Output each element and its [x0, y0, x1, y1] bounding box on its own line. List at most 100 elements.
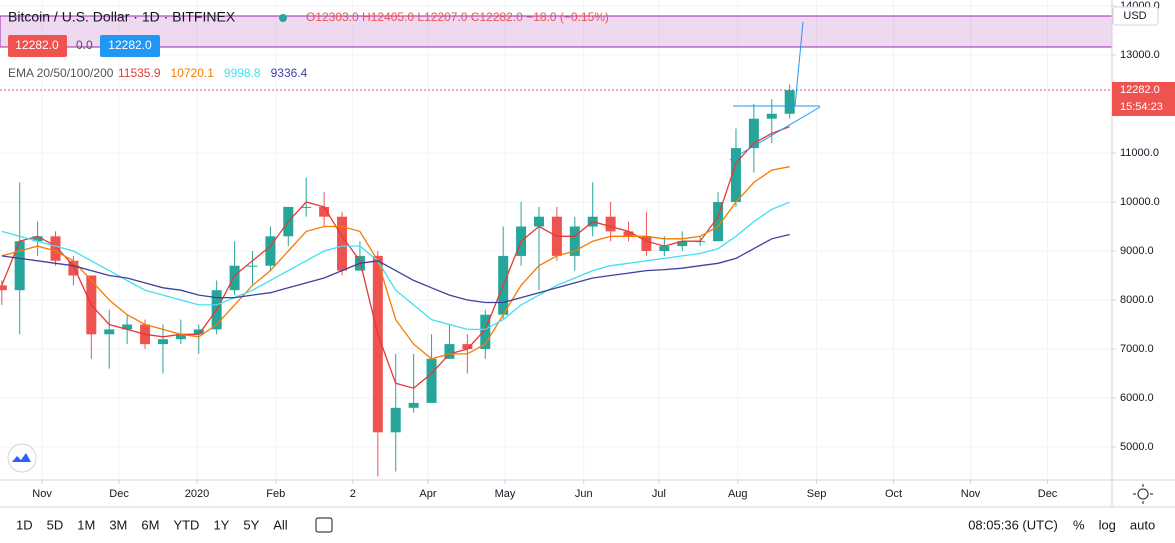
y-tick-label: 6000.0 — [1120, 392, 1154, 404]
ema-line — [1, 126, 790, 389]
candle-body — [730, 148, 741, 202]
ema-value: 11535.9 — [118, 66, 161, 80]
ema-value: 10720.1 — [171, 66, 215, 80]
candle-body — [157, 339, 168, 345]
x-tick-label: Jun — [575, 488, 593, 500]
candle-body — [408, 402, 419, 408]
candle-body — [390, 407, 401, 433]
candle-body — [623, 231, 634, 237]
candle-body — [14, 241, 25, 291]
candle-body — [50, 236, 61, 261]
logo[interactable] — [7, 443, 37, 473]
currency-box[interactable] — [1112, 6, 1159, 26]
countdown: 15:54:23 — [1120, 101, 1163, 113]
range-button[interactable]: 3M — [109, 517, 127, 532]
candle-body — [229, 265, 240, 291]
y-tick-label: 11000.0 — [1120, 147, 1159, 159]
currency[interactable]: USD — [1123, 10, 1146, 22]
scale-option[interactable]: log — [1099, 517, 1116, 532]
trend-line — [794, 21, 804, 107]
range-button[interactable]: 1M — [77, 517, 95, 532]
candle-body — [462, 344, 473, 350]
x-tick-label: Oct — [885, 488, 902, 500]
x-tick-label: Sep — [807, 488, 827, 500]
candle-body — [265, 236, 276, 266]
ema-value: 9998.8 — [224, 66, 261, 80]
candle-body — [533, 216, 544, 227]
y-tick-label: 8000.0 — [1120, 294, 1154, 306]
range-button[interactable]: All — [273, 517, 288, 532]
candle-body — [766, 113, 777, 119]
candle-body — [32, 236, 43, 242]
scale-option[interactable]: auto — [1130, 517, 1155, 532]
candle-body — [247, 265, 258, 267]
candle-body — [713, 201, 724, 242]
ema-line — [1, 166, 790, 360]
candle-body — [480, 314, 491, 350]
x-tick-label: Jul — [652, 488, 666, 500]
candle-body — [426, 358, 437, 403]
candle-body — [569, 226, 580, 256]
range-button[interactable]: 5Y — [243, 517, 259, 532]
ema-line — [1, 233, 790, 304]
y-tick-label: 9000.0 — [1120, 245, 1154, 257]
spread: 0.0 — [76, 38, 93, 52]
y-tick-label: 5000.0 — [1120, 441, 1154, 453]
candle-body — [122, 324, 133, 330]
buy-price[interactable]: 12282.0 — [108, 38, 152, 52]
settings-icon[interactable] — [1133, 484, 1153, 504]
candle-body — [659, 246, 670, 252]
candle-body — [372, 255, 383, 433]
indicator-name: EMA 20/50/100/200 — [8, 66, 114, 80]
x-tick-label: 2020 — [185, 488, 209, 500]
x-tick-label: Dec — [1038, 488, 1058, 500]
last-price-box — [1112, 82, 1175, 116]
status-dot — [279, 14, 287, 22]
candle-body — [319, 206, 330, 217]
logo-icon — [12, 453, 31, 462]
range-button[interactable]: 6M — [141, 517, 159, 532]
x-tick-label: Apr — [419, 488, 436, 500]
y-tick-label: 7000.0 — [1120, 343, 1154, 355]
trend-line — [729, 106, 821, 161]
candle-body — [641, 236, 652, 252]
x-tick-label: Feb — [266, 488, 285, 500]
range-button[interactable]: 1D — [16, 517, 33, 532]
date-range-icon[interactable] — [315, 517, 333, 533]
x-tick-label: Aug — [728, 488, 748, 500]
range-button[interactable]: 5D — [47, 517, 64, 532]
ema-line — [1, 201, 790, 331]
candle-body — [104, 329, 115, 335]
sell-price[interactable]: 12282.0 — [15, 38, 59, 52]
candle-body — [748, 118, 759, 149]
y-tick-label: 10000.0 — [1120, 196, 1160, 208]
x-tick-label: 2 — [350, 488, 356, 500]
last-price: 12282.0 — [1120, 84, 1160, 96]
clock[interactable]: 08:05:36 (UTC) — [968, 517, 1058, 532]
candle-body — [175, 334, 186, 340]
sell-box[interactable] — [8, 35, 67, 57]
ema-value: 9336.4 — [271, 66, 308, 80]
x-tick-label: May — [495, 488, 516, 500]
candle-body — [444, 344, 455, 359]
range-button[interactable]: 1Y — [213, 517, 229, 532]
candle-body — [337, 216, 348, 271]
y-tick-label: 13000.0 — [1120, 49, 1160, 61]
y-tick-label: 14000.0 — [1120, 0, 1160, 12]
ohlc-values: O12303.0 H12405.0 L12207.0 C12282.0 −18.… — [306, 10, 609, 24]
candle-body — [0, 285, 7, 291]
buy-box[interactable] — [100, 35, 160, 57]
scale-option[interactable]: % — [1073, 517, 1085, 532]
candle-body — [193, 329, 204, 335]
x-tick-label: Nov — [961, 488, 981, 500]
candle-body — [301, 206, 312, 208]
candle-body — [677, 241, 688, 247]
x-tick-label: Nov — [32, 488, 52, 500]
range-button[interactable]: YTD — [173, 517, 199, 532]
candle-body — [605, 216, 616, 232]
x-tick-label: Dec — [109, 488, 129, 500]
candle-body — [68, 260, 79, 276]
candle-body — [784, 90, 795, 114]
symbol-title: Bitcoin / U.S. Dollar · 1D · BITFINEX — [8, 9, 236, 25]
